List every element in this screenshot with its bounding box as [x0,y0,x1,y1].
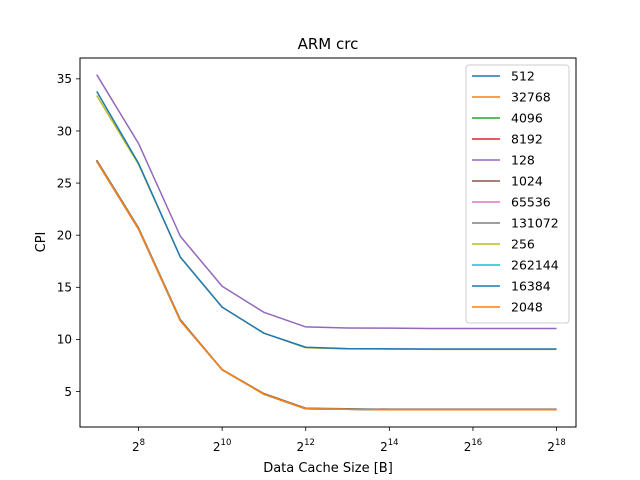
legend: 512 32768 4096 8192 128 1024 65536 131072 256 262… [465,64,570,324]
legend-label: 128 [511,153,535,168]
legend-box [465,64,570,324]
legend-label: 256 [511,237,535,252]
legend-label: 32768 [511,90,551,105]
y-tick-label: 30 [57,124,72,138]
x-tick-label: 216 [464,438,482,454]
chart-title: ARM crc [298,35,359,53]
y-tick-label: 35 [57,72,72,86]
x-tick-label: 212 [296,438,314,454]
y-tick-label: 20 [57,229,72,243]
series-line-11 [96,160,557,411]
legend-label: 8192 [511,132,543,147]
y-tick-label: 15 [57,281,72,295]
y-tick-label: 5 [64,385,72,399]
legend-label: 16384 [511,279,551,294]
x-axis: 28 210 212 214 216 218 [132,427,566,454]
y-tick-label: 25 [57,176,72,190]
legend-label: 4096 [511,111,543,126]
x-tick-label: 218 [547,438,565,454]
series-layer [96,74,557,411]
legend-label: 262144 [511,258,559,273]
series-line-4 [96,74,557,330]
legend-label: 512 [511,69,535,84]
x-axis-label: Data Cache Size [B] [263,461,393,476]
x-tick-label: 214 [380,438,398,454]
legend-label: 1024 [511,174,543,189]
y-axis: 5 10 15 20 25 30 35 [57,72,80,399]
plot-frame [79,57,577,428]
y-axis-label: CPI [34,232,49,253]
y-tick-label: 10 [57,333,72,347]
legend-label: 131072 [511,216,559,231]
legend-label: 2048 [511,300,543,315]
legend-label: 65536 [511,195,551,210]
series-line-10 [96,90,557,350]
x-tick-label: 28 [132,438,145,454]
x-tick-label: 210 [213,438,231,454]
